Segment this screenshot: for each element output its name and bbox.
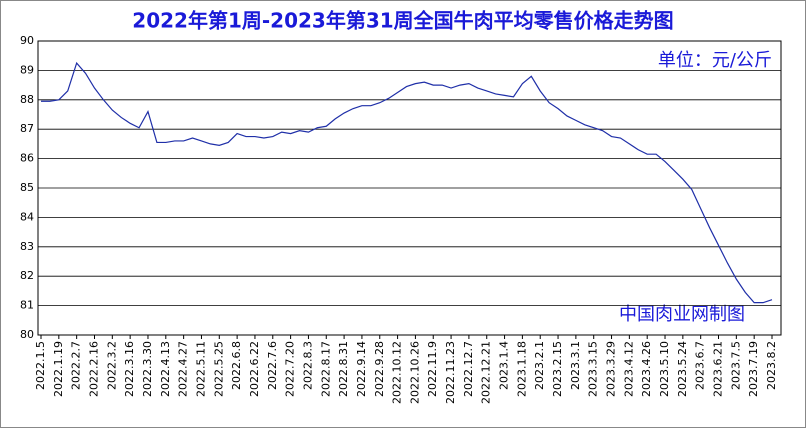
x-tick-label: 2022.4.27: [177, 341, 190, 397]
y-tick-label: 85: [20, 181, 34, 194]
x-tick-label: 2023.8.2: [765, 341, 778, 390]
x-tick-label: 2022.3.16: [123, 341, 136, 397]
x-tick-label: 2022.10.26: [408, 341, 421, 404]
y-tick-label: 87: [20, 122, 34, 135]
x-tick-label: 2023.3.15: [587, 341, 600, 397]
x-tick-label: 2023.1.18: [515, 341, 528, 397]
y-tick-label: 84: [20, 210, 34, 223]
x-tick-label: 2022.9.14: [355, 341, 368, 397]
x-tick-label: 2022.12.7: [462, 341, 475, 397]
x-tick-label: 2022.2.16: [87, 341, 100, 397]
x-tick-label: 2022.9.28: [373, 341, 386, 397]
x-tick-label: 2022.11.23: [444, 341, 457, 404]
line-series: [41, 61, 773, 304]
x-tick-label: 2023.2.15: [551, 341, 564, 397]
x-tick-label: 2022.1.5: [34, 341, 47, 390]
x-tick-label: 2023.3.29: [605, 341, 618, 397]
x-tick-label: 2022.7.6: [266, 341, 279, 390]
x-tick-label: 2022.12.21: [480, 341, 493, 404]
x-tick-label: 2023.5.10: [658, 341, 671, 397]
x-tick-label: 2022.5.11: [194, 341, 207, 397]
x-tick-label: 2022.5.25: [212, 341, 225, 397]
x-tick-label: 2023.6.21: [712, 341, 725, 397]
x-tick-label: 2023.1.4: [498, 341, 511, 390]
y-tick-label: 90: [20, 34, 34, 47]
x-tick-label: 2023.7.19: [747, 341, 760, 397]
x-tick-label: 2022.1.19: [52, 341, 65, 397]
x-tick-label: 2022.2.7: [70, 341, 83, 390]
x-tick-label: 2023.3.1: [569, 341, 582, 390]
x-tick-label: 2022.6.22: [248, 341, 261, 397]
x-tick-label: 2022.3.30: [141, 341, 154, 397]
y-tick-label: 81: [20, 299, 34, 312]
x-tick-label: 2023.7.5: [729, 341, 742, 390]
y-tick-label: 83: [20, 240, 34, 253]
source-label: 中国肉业网制图: [619, 304, 745, 325]
y-tick-label: 80: [20, 328, 34, 341]
y-tick-label: 89: [20, 63, 34, 76]
x-tick-label: 2022.8.3: [301, 341, 314, 390]
x-tick-label: 2023.2.1: [533, 341, 546, 390]
x-tick-label: 2023.4.12: [622, 341, 635, 397]
chart-title: 2022年第1周-2023年第31周全国牛肉平均零售价格走势图: [132, 9, 673, 33]
y-tick-label: 88: [20, 93, 34, 106]
y-tick-label: 86: [20, 152, 34, 165]
x-tick-label: 2022.8.31: [337, 341, 350, 397]
x-tick-label: 2022.11.9: [426, 341, 439, 397]
x-tick-label: 2022.3.2: [105, 341, 118, 390]
x-tick-label: 2022.4.13: [159, 341, 172, 397]
x-tick-label: 2022.8.17: [319, 341, 332, 397]
x-tick-label: 2022.7.20: [284, 341, 297, 397]
x-tick-label: 2023.5.24: [676, 341, 689, 397]
x-tick-label: 2023.6.7: [694, 341, 707, 390]
x-tick-label: 2022.6.8: [230, 341, 243, 390]
y-tick-label: 82: [20, 269, 34, 282]
x-tick-label: 2022.10.12: [391, 341, 404, 404]
x-tick-label: 2023.4.26: [640, 341, 653, 397]
unit-label: 单位：元/公斤: [658, 50, 772, 71]
